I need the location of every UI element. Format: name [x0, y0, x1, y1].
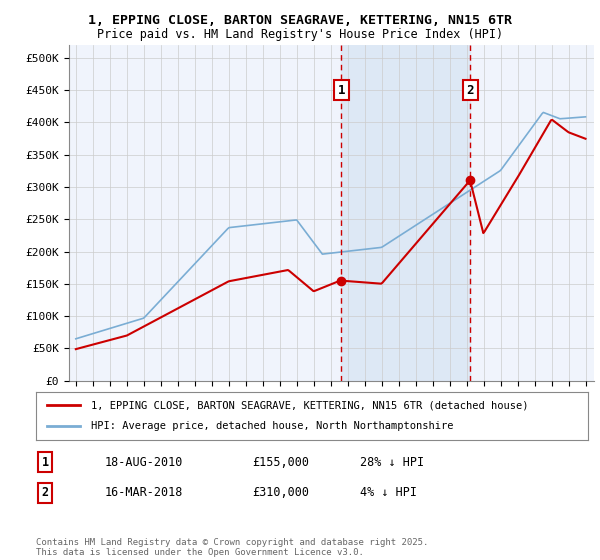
- Text: £155,000: £155,000: [252, 455, 309, 469]
- Text: 1: 1: [41, 455, 49, 469]
- Text: 1, EPPING CLOSE, BARTON SEAGRAVE, KETTERING, NN15 6TR (detached house): 1, EPPING CLOSE, BARTON SEAGRAVE, KETTER…: [91, 400, 529, 410]
- Text: 4% ↓ HPI: 4% ↓ HPI: [360, 486, 417, 500]
- Text: 1: 1: [338, 83, 345, 96]
- Text: 16-MAR-2018: 16-MAR-2018: [105, 486, 184, 500]
- Text: 1, EPPING CLOSE, BARTON SEAGRAVE, KETTERING, NN15 6TR: 1, EPPING CLOSE, BARTON SEAGRAVE, KETTER…: [88, 14, 512, 27]
- Text: 28% ↓ HPI: 28% ↓ HPI: [360, 455, 424, 469]
- Text: 18-AUG-2010: 18-AUG-2010: [105, 455, 184, 469]
- Text: 2: 2: [466, 83, 474, 96]
- Text: £310,000: £310,000: [252, 486, 309, 500]
- Bar: [341, 45, 470, 381]
- Text: HPI: Average price, detached house, North Northamptonshire: HPI: Average price, detached house, Nort…: [91, 421, 454, 431]
- Text: 2: 2: [41, 486, 49, 500]
- Text: Price paid vs. HM Land Registry's House Price Index (HPI): Price paid vs. HM Land Registry's House …: [97, 28, 503, 41]
- Text: Contains HM Land Registry data © Crown copyright and database right 2025.
This d: Contains HM Land Registry data © Crown c…: [36, 538, 428, 557]
